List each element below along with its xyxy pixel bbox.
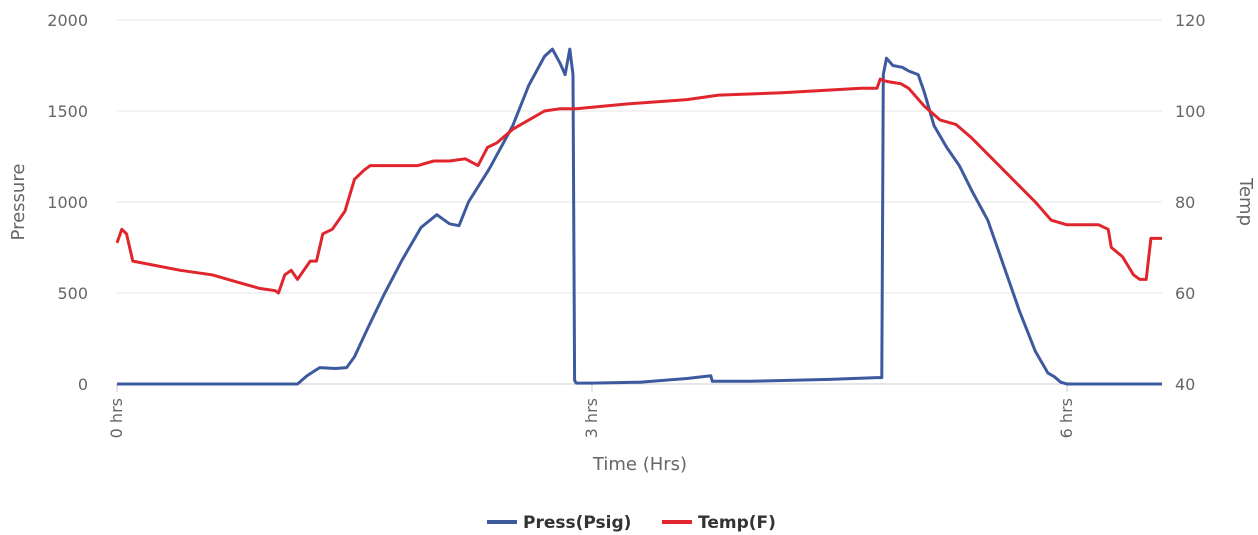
y-left-tick-label: 1000	[47, 193, 88, 212]
x-tick-label: 3 hrs	[582, 398, 601, 438]
y-right-tick-label: 60	[1175, 284, 1195, 303]
legend: Press(Psig) Temp(F)	[487, 513, 776, 533]
series-line-temp	[115, 77, 1162, 295]
y-left-tick-label: 1500	[47, 102, 88, 121]
y-left-tick-label: 2000	[47, 11, 88, 30]
y-left-tick-label: 0	[78, 375, 88, 394]
legend-label-pressure: Press(Psig)	[523, 513, 631, 533]
legend-label-temp: Temp(F)	[698, 513, 776, 533]
x-tick-label: 0 hrs	[107, 398, 126, 438]
legend-item-pressure[interactable]: Press(Psig)	[487, 513, 631, 533]
legend-item-temp[interactable]: Temp(F)	[662, 513, 776, 533]
grid-lines	[117, 19, 1162, 294]
y-right-tick-label: 80	[1175, 193, 1195, 212]
x-tick-label: 6 hrs	[1057, 398, 1076, 438]
y-right-tick-label: 100	[1175, 102, 1206, 121]
series-lines	[115, 47, 1162, 386]
series-line-pressure	[117, 47, 1162, 386]
y-right-tick-label: 40	[1175, 375, 1195, 394]
y-right-tick-label: 120	[1175, 11, 1206, 30]
x-axis-title: Time (Hrs)	[592, 454, 687, 475]
y-axis-left-title: Pressure	[8, 164, 29, 241]
right-axis-ticks: 40 60 80 100 120	[1175, 11, 1206, 394]
y-left-tick-label: 500	[57, 284, 88, 303]
left-axis-ticks: 0 500 1000 1500 2000	[47, 11, 88, 394]
y-axis-right-title: Temp	[1235, 177, 1256, 226]
x-axis-ticks: 0 hrs 3 hrs 6 hrs	[107, 384, 1076, 438]
